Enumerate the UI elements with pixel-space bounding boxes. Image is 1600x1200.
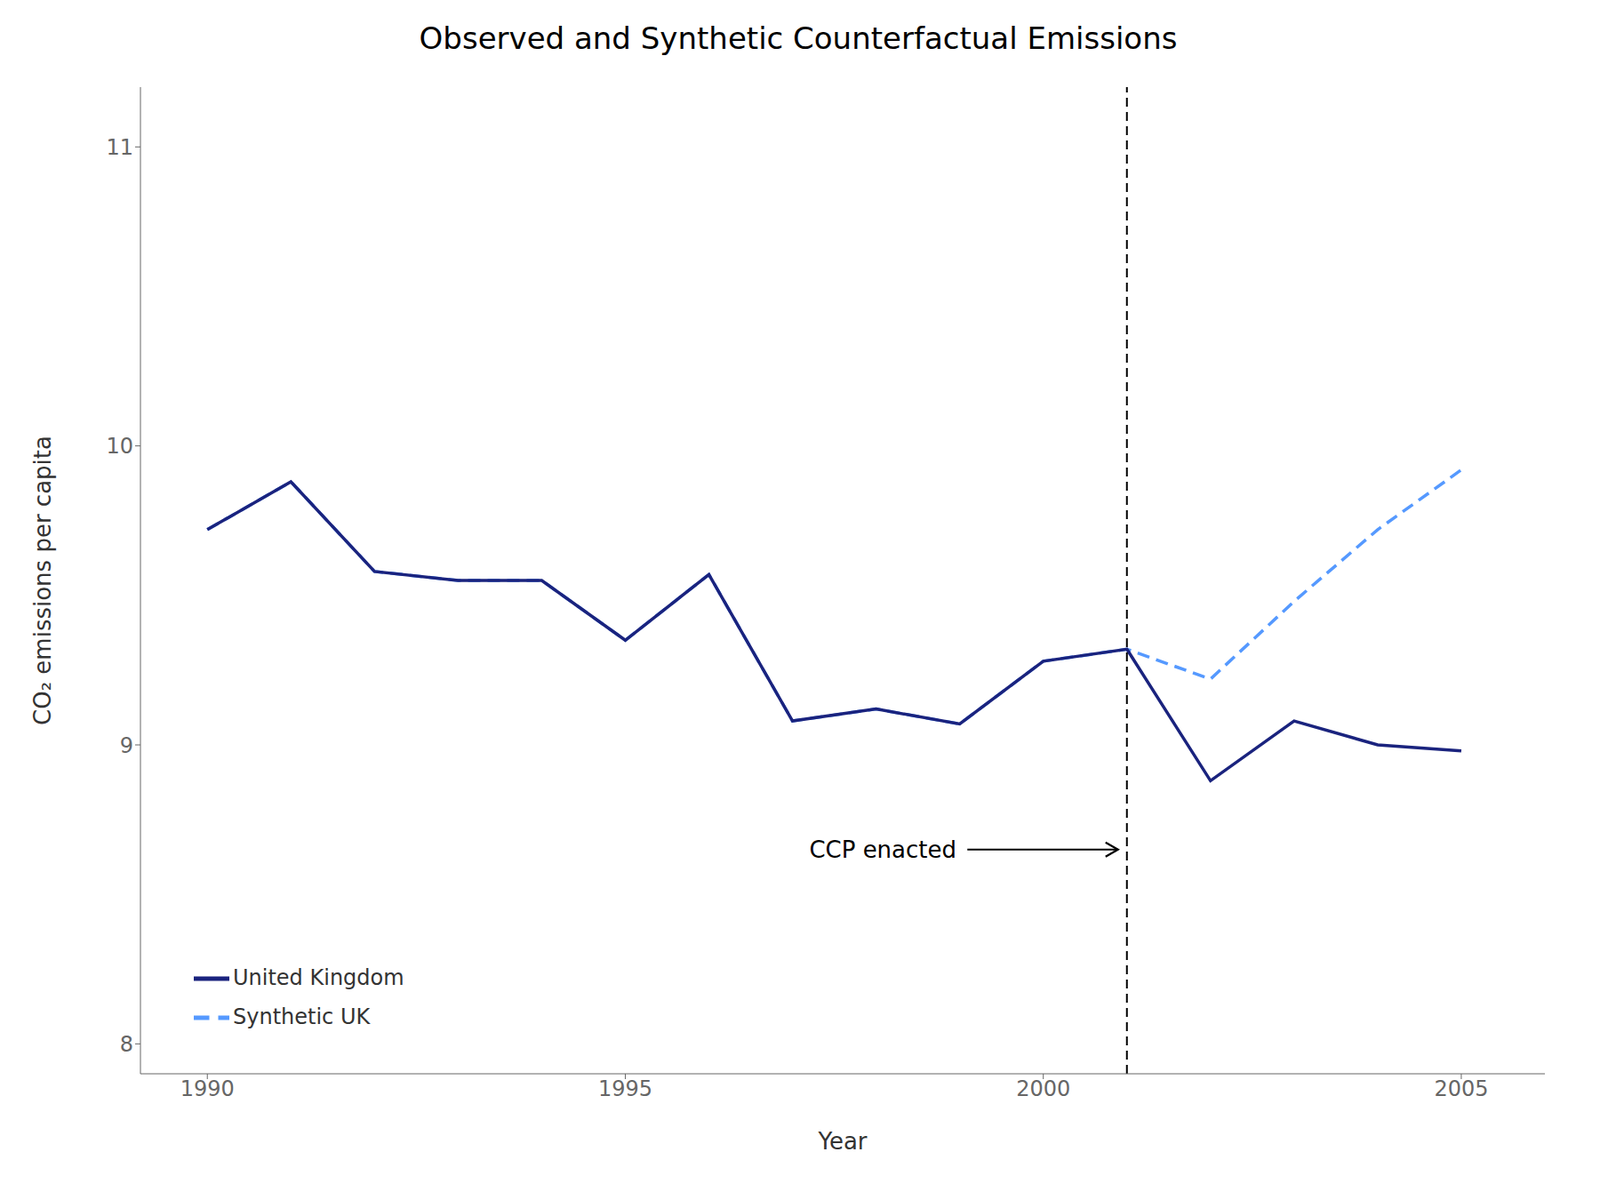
svg-text:CCP enacted: CCP enacted	[808, 836, 957, 864]
svg-text:2000: 2000	[1016, 1076, 1071, 1102]
html-text:Observed and Synthetic Counter: Observed and Synthetic Counterfactual Em…	[419, 20, 1178, 56]
svg-text:10: 10	[105, 433, 134, 459]
svg-text:2005: 2005	[1433, 1076, 1488, 1102]
svg-text:CO₂ emissions per capita: CO₂ emissions per capita	[29, 435, 56, 726]
svg-text:Year: Year	[816, 1128, 867, 1155]
html-text:United Kingdom: United Kingdom	[232, 965, 405, 991]
svg-text:1990: 1990	[180, 1076, 235, 1102]
svg-text:9: 9	[120, 733, 134, 759]
svg-text:8: 8	[120, 1032, 134, 1057]
html-text:Synthetic UK: Synthetic UK	[232, 1004, 371, 1030]
svg-text:1995: 1995	[598, 1076, 653, 1102]
svg-text:11: 11	[105, 135, 134, 160]
